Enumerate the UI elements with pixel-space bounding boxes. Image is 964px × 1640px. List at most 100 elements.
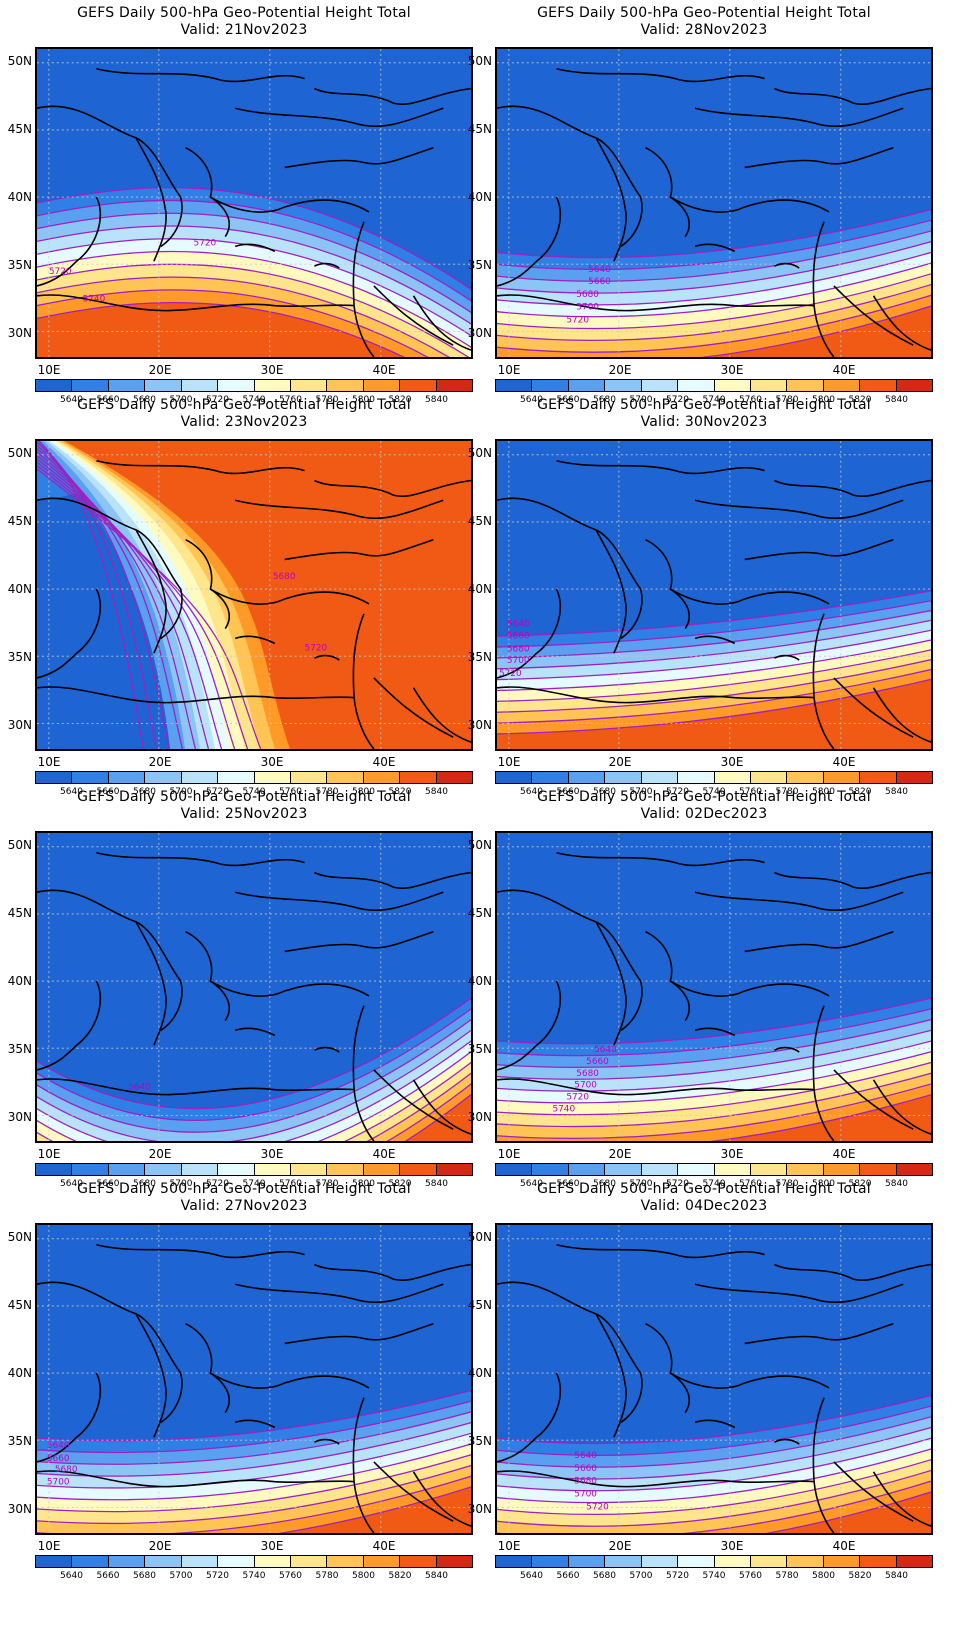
- contour-line: [37, 444, 170, 749]
- contour-line: [497, 590, 931, 637]
- contour-line: [37, 997, 471, 1110]
- colorbar-swatch: [496, 772, 533, 783]
- colorbar-swatch: [36, 1556, 73, 1567]
- colorbar-swatch: [860, 772, 897, 783]
- longitude-label: 10E: [37, 1147, 61, 1161]
- contour-line: [386, 1083, 471, 1141]
- contour-label: 5680: [507, 644, 530, 654]
- coastline: [37, 1078, 355, 1096]
- latitude-label: 30N: [7, 1110, 32, 1124]
- coastline: [774, 1046, 800, 1053]
- colorbar-level-label: 5820: [388, 787, 412, 797]
- latitude-label: 35N: [467, 258, 492, 272]
- longitude-label: 20E: [148, 1147, 172, 1161]
- panel-title: GEFS Daily 500-hPa Geo-Potential Height …: [77, 789, 411, 805]
- colorbar-swatch: [36, 380, 73, 391]
- colorbar-swatch: [787, 380, 824, 391]
- contour-line: [37, 250, 471, 349]
- contour-line: [37, 1464, 471, 1525]
- coastline: [556, 851, 765, 867]
- contour-line: [497, 668, 931, 724]
- colorbar-level-label: 5780: [315, 1571, 339, 1581]
- colorbar-swatch: [605, 380, 642, 391]
- map-frame: 5640 5660 5680 5700 5720: [495, 47, 933, 359]
- latitude-label: 45N: [467, 1298, 492, 1312]
- coastline: [774, 1263, 931, 1282]
- latitude-label: 40N: [467, 974, 492, 988]
- coastline: [872, 1471, 931, 1527]
- colorbar-swatch: [436, 1556, 473, 1567]
- map-panel: GEFS Daily 500-hPa Geo-Potential Height …: [460, 0, 940, 410]
- contour-line: [497, 1008, 931, 1057]
- contour-line: [497, 639, 931, 692]
- coastline: [497, 196, 562, 287]
- coastline: [96, 67, 305, 83]
- coastline: [37, 588, 102, 679]
- colorbar-level-label: 5720: [666, 1571, 689, 1581]
- colorbar-level-label: 5800: [352, 395, 375, 405]
- latitude-label: 50N: [467, 446, 492, 460]
- coastline: [744, 146, 894, 169]
- height-band: [704, 306, 931, 357]
- panel-title: GEFS Daily 500-hPa Geo-Potential Height …: [537, 5, 871, 21]
- colorbar-swatch: [678, 772, 715, 783]
- contour-label: 5720: [49, 267, 72, 277]
- colorbar-level-label: 5700: [629, 395, 653, 405]
- contour-line: [497, 1459, 931, 1516]
- coastline: [497, 105, 643, 248]
- colorbar-swatch: [641, 1164, 679, 1175]
- contour-line: [497, 251, 931, 306]
- coastline: [209, 1372, 370, 1389]
- colorbar-level-label: 5640: [520, 1571, 543, 1581]
- coastline: [37, 686, 355, 704]
- coastline: [833, 1461, 914, 1522]
- coastline: [694, 1283, 904, 1304]
- coastline: [669, 1372, 830, 1389]
- coastline: [497, 686, 815, 704]
- colorbar-swatch: [678, 380, 715, 391]
- geopotential-map: 5640 5660 5680 5700 5720: [497, 49, 931, 357]
- colorbar-level-label: 5660: [556, 787, 580, 797]
- coastline: [497, 1078, 815, 1096]
- coastline: [96, 851, 305, 867]
- latitude-label: 35N: [467, 650, 492, 664]
- coastline: [694, 1419, 736, 1429]
- colorbar-level-label: 5660: [96, 1571, 120, 1581]
- contour-label: 5720: [499, 669, 522, 679]
- coastline: [37, 1470, 355, 1488]
- coastline: [234, 243, 276, 253]
- contour-line: [497, 619, 931, 670]
- coastline: [744, 930, 894, 953]
- contour-line: [37, 1029, 471, 1141]
- colorbar-level-label: 5660: [96, 787, 120, 797]
- coastline: [37, 889, 183, 1032]
- colorbar-level-label: 5760: [739, 787, 762, 797]
- contour-line: [37, 461, 236, 749]
- contour-line: [497, 1040, 931, 1092]
- contour-label: 5680: [273, 572, 296, 582]
- contour-label: 5740: [83, 295, 106, 305]
- coastline: [37, 1372, 102, 1463]
- coastline: [744, 1322, 894, 1345]
- colorbar-level-label: 5780: [775, 395, 799, 405]
- colorbar-level-label: 5840: [425, 1571, 448, 1581]
- colorbar-level-label: 5760: [279, 1571, 302, 1581]
- contour-line: [497, 1448, 931, 1504]
- colorbar-swatch: [896, 380, 933, 391]
- contour-line: [37, 199, 471, 302]
- coastline: [37, 980, 102, 1071]
- coastline: [833, 1069, 914, 1130]
- contour-line: [497, 294, 931, 353]
- contour-label: 5700: [574, 1081, 597, 1091]
- contour-line: [37, 454, 210, 749]
- coastline: [872, 687, 931, 743]
- colorbar-level-label: 5640: [60, 395, 83, 405]
- colorbar-swatch: [400, 380, 437, 391]
- coastline: [412, 1079, 471, 1135]
- contour-label: 5700: [507, 656, 530, 666]
- coastline: [314, 262, 340, 269]
- contour-line: [37, 302, 405, 357]
- coastline: [497, 1470, 815, 1488]
- coastline: [774, 654, 800, 661]
- latitude-label: 30N: [7, 1502, 32, 1516]
